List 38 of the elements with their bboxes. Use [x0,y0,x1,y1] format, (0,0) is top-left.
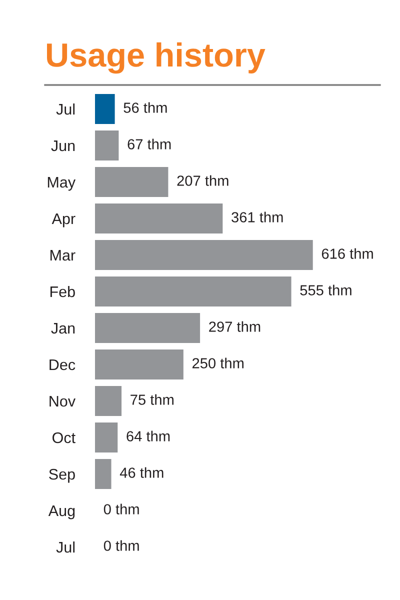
data-label: 0 thm [104,504,139,514]
data-label: 46 thm [120,467,164,478]
bar [95,276,292,306]
y-tick-label: Aug [48,506,75,520]
y-tick-label: May [48,177,76,191]
data-label: 616 thm [322,248,373,259]
data-label: 555 thm [300,284,352,296]
y-tick-label: Mar [50,250,76,261]
data-label: 250 thm [192,358,244,368]
data-label: 297 thm [209,321,260,332]
data-label: 64 thm [126,430,170,442]
data-label: 56 thm [124,102,167,113]
y-tick-label: Jul [56,103,75,115]
bar [95,422,118,452]
data-label: 75 thm [130,394,174,405]
bar [95,130,119,160]
bar [95,167,168,197]
data-label: 0 thm [104,540,139,551]
chart-title: Usage history [47,42,266,74]
y-tick-label: Apr [52,214,76,228]
bar [95,386,122,416]
y-tick-label: Jul [56,541,75,553]
bar [95,94,115,124]
data-label: 67 thm [128,138,171,150]
bar [95,459,112,489]
y-tick-label: Jan [51,323,75,334]
bar [95,204,223,234]
data-label: 361 thm [232,212,283,222]
bar [95,350,184,380]
y-tick-label: Oct [52,432,76,444]
y-tick-label: Nov [50,396,76,407]
y-tick-label: Dec [50,360,76,370]
bar [95,313,200,343]
y-tick-label: Jun [51,140,75,152]
bar [95,240,313,270]
data-label: 207 thm [177,175,228,186]
y-tick-label: Feb [50,286,75,298]
y-tick-label: Sep [49,468,75,483]
